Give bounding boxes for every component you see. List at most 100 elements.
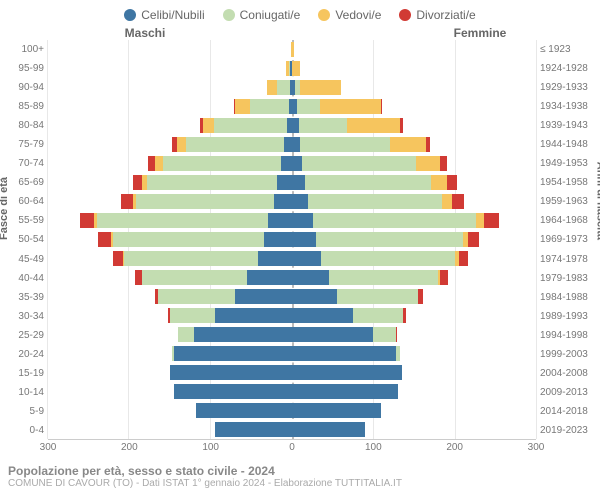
seg-celibi [284, 137, 292, 152]
seg-celibi [292, 175, 305, 190]
age-label: 30-34 [0, 307, 48, 326]
seg-celibi [292, 403, 381, 418]
female-bar [292, 137, 536, 152]
legend-dot-icon [399, 9, 411, 21]
bar-row [48, 154, 536, 173]
legend-label: Celibi/Nubili [141, 8, 204, 22]
seg-divorziati [468, 232, 479, 247]
female-bar [292, 156, 536, 171]
female-bar [292, 175, 536, 190]
seg-celibi [292, 156, 302, 171]
birth-label: 1924-1928 [536, 59, 600, 78]
y-axis-age: 100+95-9990-9485-8980-8475-7970-7465-696… [0, 40, 48, 440]
seg-divorziati [133, 175, 143, 190]
seg-vedovi [203, 118, 214, 133]
female-bar [292, 194, 536, 209]
seg-divorziati [400, 118, 402, 133]
seg-celibi [174, 346, 292, 361]
bar-row [48, 344, 536, 363]
birth-label: 2004-2008 [536, 364, 600, 383]
bar-row [48, 40, 536, 59]
age-label: 75-79 [0, 135, 48, 154]
male-bar [48, 308, 292, 323]
male-bar [48, 346, 292, 361]
seg-celibi [258, 251, 292, 266]
bar-row [48, 325, 536, 344]
seg-coniugati [308, 194, 442, 209]
x-tick: 100 [365, 442, 382, 453]
bar-row [48, 59, 536, 78]
male-bar [48, 213, 292, 228]
seg-coniugati [396, 346, 400, 361]
seg-celibi [292, 194, 308, 209]
birth-label: 1959-1963 [536, 192, 600, 211]
seg-coniugati [113, 232, 263, 247]
age-label: 70-74 [0, 154, 48, 173]
seg-coniugati [136, 194, 274, 209]
seg-divorziati [459, 251, 469, 266]
birth-label: 1989-1993 [536, 307, 600, 326]
seg-divorziati [447, 175, 457, 190]
birth-label: 1969-1973 [536, 230, 600, 249]
age-label: 35-39 [0, 288, 48, 307]
seg-vedovi [431, 175, 447, 190]
seg-coniugati [214, 118, 287, 133]
plot [48, 40, 536, 440]
legend-label: Coniugati/e [240, 8, 301, 22]
seg-coniugati [297, 99, 320, 114]
seg-vedovi [155, 156, 163, 171]
seg-coniugati [277, 80, 289, 95]
legend-item: Coniugati/e [223, 8, 301, 22]
male-bar [48, 99, 292, 114]
seg-vedovi [320, 99, 381, 114]
chart-area: Fasce di età Anni di nascita 100+95-9990… [0, 40, 600, 440]
legend-dot-icon [124, 9, 136, 21]
seg-coniugati [353, 308, 403, 323]
female-title: Femmine [360, 26, 600, 40]
age-label: 90-94 [0, 78, 48, 97]
seg-divorziati [484, 213, 499, 228]
seg-coniugati [337, 289, 418, 304]
age-label: 5-9 [0, 402, 48, 421]
seg-coniugati [316, 232, 462, 247]
age-label: 95-99 [0, 59, 48, 78]
age-label: 100+ [0, 40, 48, 59]
seg-coniugati [163, 156, 281, 171]
bar-row [48, 97, 536, 116]
seg-coniugati [158, 289, 235, 304]
female-bar [292, 213, 536, 228]
seg-divorziati [80, 213, 95, 228]
seg-coniugati [142, 270, 248, 285]
birth-label: 1949-1953 [536, 154, 600, 173]
seg-vedovi [300, 80, 341, 95]
x-axis: 3002001000100200300 [48, 440, 536, 458]
male-bar [48, 232, 292, 247]
seg-vedovi [476, 213, 484, 228]
seg-celibi [292, 232, 316, 247]
bar-row [48, 230, 536, 249]
female-bar [292, 80, 536, 95]
seg-coniugati [124, 251, 258, 266]
y-axis-right-title: Anni di nascita [594, 162, 600, 240]
x-tick: 300 [40, 442, 57, 453]
birth-label: 2019-2023 [536, 421, 600, 440]
bar-row [48, 306, 536, 325]
female-bar [292, 61, 536, 76]
birth-label: 1984-1988 [536, 288, 600, 307]
y-axis-birth: ≤ 19231924-19281929-19331934-19381939-19… [536, 40, 600, 440]
age-label: 15-19 [0, 364, 48, 383]
male-bar [48, 384, 292, 399]
seg-coniugati [250, 99, 289, 114]
seg-coniugati [321, 251, 455, 266]
legend-item: Vedovi/e [318, 8, 381, 22]
birth-label: 2014-2018 [536, 402, 600, 421]
legend-item: Divorziati/e [399, 8, 475, 22]
gender-titles: Maschi Femmine [0, 26, 600, 40]
birth-label: 1934-1938 [536, 97, 600, 116]
seg-celibi [292, 365, 402, 380]
male-bar [48, 175, 292, 190]
seg-celibi [247, 270, 292, 285]
female-bar [292, 346, 536, 361]
x-tick: 0 [289, 442, 295, 453]
seg-coniugati [313, 213, 476, 228]
